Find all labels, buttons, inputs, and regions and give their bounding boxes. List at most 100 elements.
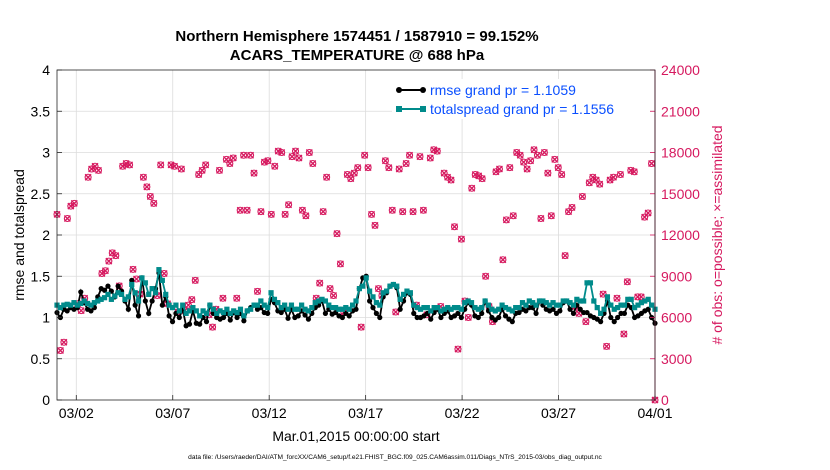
spread-series-point — [190, 305, 196, 311]
obs-assimilated-marker — [209, 323, 217, 331]
obs-possible-marker — [630, 168, 638, 176]
spread-series-point — [302, 306, 308, 312]
rmse-series-point — [169, 319, 176, 325]
spread-series-point — [445, 305, 451, 311]
rmse-series-point — [533, 310, 539, 316]
rmse-series-point — [146, 310, 152, 316]
spread-series-point — [142, 280, 148, 286]
spread-series-point — [115, 290, 121, 296]
obs-possible-marker — [637, 293, 645, 301]
spread-series-point — [553, 302, 560, 308]
obs-possible-marker — [129, 265, 137, 273]
spread-series-point — [451, 305, 458, 311]
y-tick-label-right: 15000 — [661, 186, 700, 202]
obs-possible-marker — [302, 212, 310, 220]
rmse-series-point — [455, 310, 461, 316]
obs-possible-marker — [271, 162, 279, 170]
spread-series-point — [333, 305, 339, 311]
spread-series-point — [129, 281, 135, 288]
spread-series-point — [203, 310, 210, 316]
rmse-series-point — [220, 314, 227, 321]
rmse-series-point — [234, 314, 240, 321]
obs-possible-marker — [464, 313, 472, 322]
spread-series-point — [645, 296, 651, 302]
spread-series-point — [557, 302, 563, 308]
obs-possible-marker — [516, 151, 524, 159]
spread-series-point — [339, 306, 346, 312]
rmse-series-point — [584, 309, 590, 316]
obs-assimilated-marker — [399, 208, 407, 216]
obs-assimilated-marker — [381, 157, 389, 165]
obs-assimilated-marker — [582, 318, 590, 326]
spread-series-point — [482, 298, 488, 304]
spread-series-point — [118, 291, 125, 297]
obs-possible-marker — [354, 164, 362, 172]
obs-assimilated-marker — [254, 287, 261, 295]
spread-series-point — [574, 296, 580, 302]
obs-possible-marker — [537, 214, 545, 223]
y-tick-label-right: 9000 — [661, 268, 692, 284]
obs-possible-marker — [499, 256, 507, 264]
obs-possible-marker — [454, 345, 462, 353]
obs-possible-marker — [609, 173, 618, 181]
spread-series-point — [465, 298, 471, 304]
spread-series-point — [594, 305, 600, 311]
obs-possible-marker — [323, 173, 331, 181]
y-tick-label-right: 24000 — [661, 62, 700, 78]
rmse-series-point — [302, 312, 308, 318]
obs-possible-marker — [599, 290, 607, 298]
obs-possible-marker — [285, 201, 293, 209]
spread-series-point — [81, 298, 87, 304]
spread-series-point — [329, 305, 335, 311]
spread-series-point — [78, 300, 84, 307]
rmse-series-point — [285, 315, 291, 321]
spread-series-point — [584, 280, 590, 286]
obs-possible-marker — [257, 208, 265, 216]
spread-series-point — [356, 286, 362, 292]
spread-series-point — [489, 306, 495, 312]
spread-series-point — [285, 306, 291, 312]
spread-series-point — [479, 305, 485, 311]
rmse-series-point — [176, 314, 182, 321]
spread-series-point — [468, 300, 475, 306]
obs-assimilated-marker — [202, 161, 210, 169]
obs-assimilated-marker — [630, 168, 638, 176]
obs-possible-marker — [603, 342, 611, 350]
spread-series-point — [299, 302, 305, 308]
obs-assimilated-marker — [364, 164, 372, 172]
spread-series-point — [499, 302, 505, 308]
obs-assimilated-marker — [433, 147, 441, 155]
legend-rmse-label: rmse grand pr = 1.1059 — [430, 82, 576, 98]
rmse-series-point — [577, 306, 583, 312]
obs-assimilated-marker — [219, 294, 227, 302]
rmse-series-point — [645, 306, 651, 312]
obs-assimilated-marker — [558, 171, 566, 178]
obs-possible-marker — [288, 153, 296, 161]
spread-series-point — [373, 300, 379, 306]
obs-possible-marker — [419, 206, 427, 214]
obs-possible-marker — [357, 323, 365, 331]
spread-series-point — [152, 290, 159, 296]
obs-assimilated-marker — [305, 149, 313, 156]
spread-series-point — [183, 310, 189, 316]
y-tick-label-right: 6000 — [661, 310, 692, 326]
y-tick-label-left: 0 — [42, 392, 50, 408]
spread-series-point — [577, 298, 583, 304]
obs-assimilated-marker — [395, 165, 403, 173]
rmse-series-point — [516, 309, 522, 316]
obs-possible-marker — [547, 212, 555, 220]
obs-possible-marker — [63, 214, 71, 223]
spread-series-point — [485, 302, 492, 308]
spread-series-point — [146, 291, 152, 297]
spread-series-point — [251, 302, 257, 308]
obs-assimilated-marker — [126, 161, 134, 169]
spread-series-point — [394, 283, 400, 289]
legend-rmse-marker-1 — [396, 87, 402, 93]
obs-assimilated-marker — [416, 153, 424, 161]
obs-assimilated-marker — [347, 175, 355, 183]
obs-possible-marker — [236, 206, 244, 214]
rmse-series-point — [142, 298, 148, 304]
obs-assimilated-marker — [95, 166, 102, 174]
spread-series-point — [475, 306, 481, 312]
obs-assimilated-marker — [243, 206, 251, 214]
